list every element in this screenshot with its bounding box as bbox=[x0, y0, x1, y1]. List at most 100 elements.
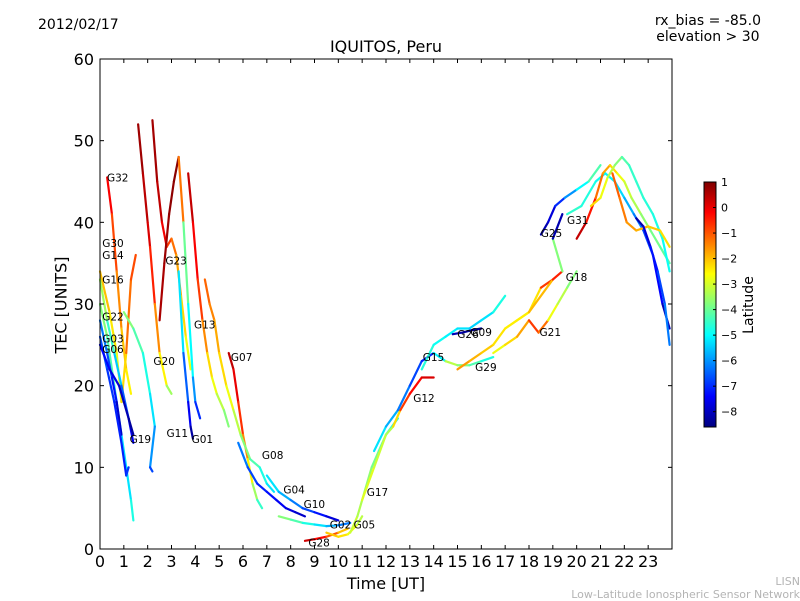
series-segment bbox=[265, 482, 276, 493]
footer-lisn: LISN bbox=[775, 575, 800, 588]
series-segment bbox=[215, 392, 226, 412]
series-segment bbox=[408, 360, 423, 387]
series-segment bbox=[165, 384, 173, 395]
series-segment bbox=[222, 409, 230, 428]
series-g19 bbox=[122, 311, 156, 473]
satellite-label-g03: G03 bbox=[102, 333, 124, 345]
series-segment bbox=[604, 172, 616, 183]
series-segment bbox=[258, 466, 268, 485]
series-segment bbox=[399, 392, 411, 412]
series-segment bbox=[108, 311, 118, 355]
series-segment bbox=[658, 245, 671, 265]
series-segment bbox=[141, 351, 152, 395]
series-segment bbox=[120, 433, 128, 469]
series-segment bbox=[632, 213, 645, 232]
series-g16 bbox=[98, 302, 135, 522]
series-segment bbox=[98, 302, 109, 338]
series-g14 bbox=[98, 278, 135, 444]
series-segment bbox=[356, 490, 366, 518]
series-segment bbox=[539, 221, 550, 236]
series-segment bbox=[201, 319, 209, 355]
satellite-label-g19: G19 bbox=[130, 434, 152, 446]
series-segment bbox=[289, 498, 304, 510]
series-segment bbox=[187, 172, 195, 224]
elevation-label: elevation > 30 bbox=[656, 29, 760, 45]
series-segment bbox=[616, 172, 626, 183]
x-tick-label: 10 bbox=[328, 552, 348, 571]
satellite-label-g02: G02 bbox=[330, 520, 352, 532]
series-segment bbox=[175, 253, 183, 297]
series-segment bbox=[468, 319, 483, 330]
series-segment bbox=[551, 270, 564, 281]
y-tick-label: 20 bbox=[74, 377, 94, 396]
x-tick-label: 0 bbox=[95, 552, 105, 571]
series-segment bbox=[158, 262, 166, 322]
series-segment bbox=[627, 164, 638, 183]
series-segment bbox=[165, 237, 173, 248]
series-segment bbox=[148, 245, 156, 306]
series-segment bbox=[515, 319, 531, 338]
series-segment bbox=[663, 302, 671, 346]
series-segment bbox=[122, 400, 130, 420]
series-segment bbox=[256, 498, 264, 510]
plot-border bbox=[99, 58, 673, 550]
colorbar-label: Latitude bbox=[741, 276, 757, 334]
series-g21 bbox=[492, 270, 578, 355]
series-segment bbox=[146, 221, 152, 248]
series-segment bbox=[120, 384, 130, 420]
series-segment bbox=[396, 384, 411, 412]
series-segment bbox=[635, 217, 645, 228]
satellite-label-g14: G14 bbox=[102, 250, 124, 262]
satellite-label-g13: G13 bbox=[194, 319, 216, 331]
series-segment bbox=[551, 237, 564, 273]
satellite-label-g23: G23 bbox=[165, 256, 187, 268]
series-segment bbox=[601, 164, 612, 175]
series-segment bbox=[106, 368, 116, 404]
series-segment bbox=[256, 482, 268, 493]
satellite-label-g28: G28 bbox=[308, 537, 330, 549]
satellite-label-g16: G16 bbox=[102, 275, 124, 287]
x-tick-label: 14 bbox=[423, 552, 443, 571]
series-segment bbox=[527, 278, 554, 314]
satellite-label-g07: G07 bbox=[231, 352, 253, 364]
series-segment bbox=[589, 196, 602, 208]
satellite-label-g25: G25 bbox=[541, 228, 563, 240]
series-segment bbox=[658, 229, 671, 248]
series-segment bbox=[129, 498, 135, 522]
series-segment bbox=[218, 351, 228, 387]
series-segment bbox=[392, 409, 402, 428]
series-segment bbox=[470, 327, 483, 332]
series-segment bbox=[384, 417, 400, 436]
series-segment bbox=[191, 221, 199, 281]
series-g02 bbox=[277, 515, 352, 528]
series-segment bbox=[537, 319, 550, 334]
series-segment bbox=[120, 327, 128, 371]
series-segment bbox=[213, 319, 221, 355]
series-segment bbox=[566, 270, 578, 289]
series-segment bbox=[115, 270, 123, 330]
x-tick-label: 22 bbox=[614, 552, 634, 571]
series-segment bbox=[623, 180, 633, 199]
series-segment bbox=[527, 286, 543, 314]
satellite-label-g30: G30 bbox=[102, 238, 124, 250]
series-g17 bbox=[349, 417, 400, 534]
series-g18 bbox=[504, 213, 564, 330]
series-segment bbox=[504, 319, 519, 330]
series-segment bbox=[551, 213, 564, 240]
x-tick-label: 15 bbox=[447, 552, 467, 571]
series-segment bbox=[611, 172, 621, 199]
series-segment bbox=[106, 176, 114, 216]
series-segment bbox=[182, 351, 190, 404]
series-segment bbox=[125, 466, 133, 502]
series-segment bbox=[241, 433, 249, 461]
series-segment bbox=[656, 270, 666, 306]
series-segment bbox=[618, 196, 628, 224]
series-segment bbox=[284, 507, 297, 514]
series-segment bbox=[137, 123, 144, 175]
series-segment bbox=[585, 196, 597, 224]
series-segment bbox=[265, 490, 278, 502]
series-segment bbox=[125, 278, 133, 355]
series-segment bbox=[203, 278, 211, 306]
series-segment bbox=[630, 196, 643, 216]
